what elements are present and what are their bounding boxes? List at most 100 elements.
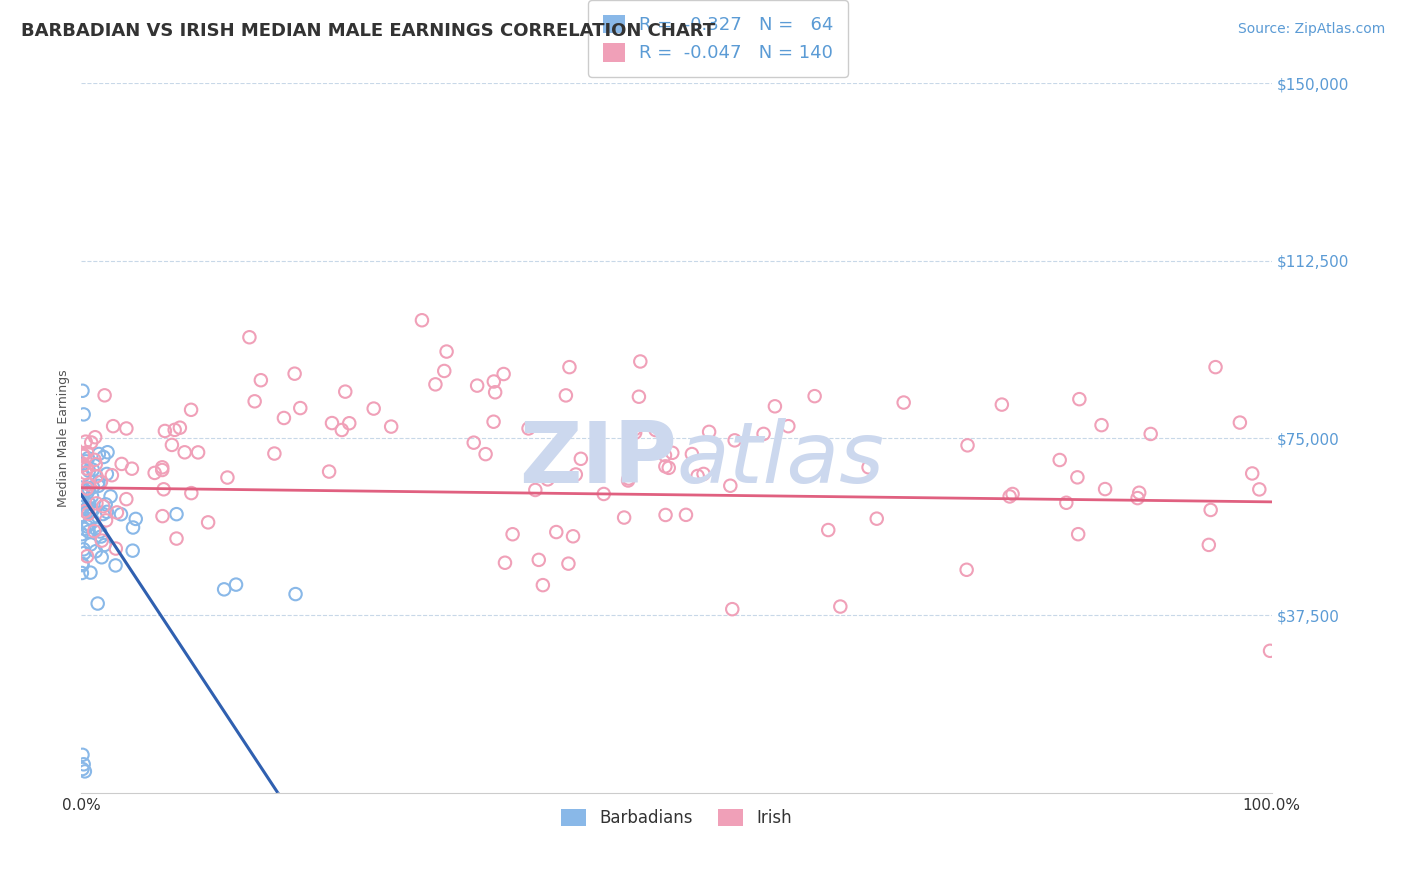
Point: [82, 480, 104, 494]
Point: [166, 532, 188, 546]
Point: [492, 367, 515, 381]
Text: atlas: atlas: [676, 417, 884, 500]
Point: [284, 367, 307, 381]
Point: [180, 486, 202, 500]
Point: [290, 401, 312, 415]
Point: [76, 461, 98, 475]
Point: [90, 533, 112, 548]
Point: [72, 447, 94, 461]
Point: [1066, 470, 1088, 484]
Point: [562, 529, 585, 543]
Point: [77, 524, 100, 539]
Point: [115, 492, 138, 507]
Point: [380, 419, 402, 434]
Point: [1094, 482, 1116, 496]
Point: [318, 465, 340, 479]
Point: [101, 419, 124, 434]
Point: [991, 398, 1014, 412]
Point: [72, 762, 94, 776]
Point: [187, 445, 209, 459]
Point: [1241, 467, 1264, 481]
Point: [84, 544, 107, 558]
Point: [86, 496, 108, 510]
Point: [72, 384, 94, 398]
Point: [87, 479, 110, 493]
Point: [531, 578, 554, 592]
Point: [330, 423, 353, 437]
Point: [866, 511, 889, 525]
Point: [1199, 503, 1222, 517]
Point: [718, 479, 741, 493]
Point: [524, 483, 547, 497]
Point: [75, 483, 97, 498]
Point: [617, 471, 640, 485]
Text: ZIP: ZIP: [519, 417, 676, 500]
Point: [80, 504, 103, 518]
Point: [77, 477, 100, 491]
Point: [675, 508, 697, 522]
Point: [527, 553, 550, 567]
Point: [273, 411, 295, 425]
Point: [80, 489, 103, 503]
Point: [94, 513, 117, 527]
Point: [166, 507, 188, 521]
Point: [76, 486, 98, 500]
Point: [84, 457, 107, 471]
Point: [94, 497, 117, 511]
Point: [72, 500, 94, 514]
Point: [93, 450, 115, 464]
Point: [84, 430, 107, 444]
Point: [502, 527, 524, 541]
Point: [557, 557, 579, 571]
Point: [173, 445, 195, 459]
Point: [212, 582, 235, 597]
Point: [91, 500, 114, 514]
Point: [180, 402, 202, 417]
Point: [75, 466, 97, 480]
Point: [72, 449, 94, 463]
Point: [1229, 416, 1251, 430]
Point: [482, 415, 505, 429]
Point: [87, 447, 110, 461]
Point: [474, 447, 496, 461]
Point: [494, 556, 516, 570]
Point: [1090, 418, 1112, 433]
Point: [87, 475, 110, 490]
Point: [143, 466, 166, 480]
Text: BARBADIAN VS IRISH MEDIAN MALE EARNINGS CORRELATION CHART: BARBADIAN VS IRISH MEDIAN MALE EARNINGS …: [21, 22, 716, 40]
Point: [546, 524, 568, 539]
Point: [101, 468, 124, 483]
Point: [465, 378, 488, 392]
Point: [80, 512, 103, 526]
Point: [724, 434, 747, 448]
Point: [96, 505, 118, 519]
Point: [411, 313, 433, 327]
Point: [72, 458, 94, 473]
Point: [76, 519, 98, 533]
Point: [592, 487, 614, 501]
Point: [1258, 644, 1281, 658]
Point: [73, 522, 96, 536]
Point: [627, 390, 650, 404]
Point: [250, 373, 273, 387]
Point: [73, 546, 96, 560]
Point: [893, 395, 915, 409]
Point: [1054, 496, 1077, 510]
Point: [82, 463, 104, 477]
Point: [1198, 538, 1220, 552]
Point: [104, 541, 127, 556]
Point: [482, 375, 505, 389]
Point: [91, 507, 114, 521]
Point: [681, 447, 703, 461]
Point: [77, 517, 100, 532]
Point: [803, 389, 825, 403]
Point: [72, 488, 94, 502]
Point: [537, 472, 560, 486]
Point: [238, 330, 260, 344]
Point: [654, 459, 676, 474]
Point: [70, 566, 93, 580]
Point: [752, 426, 775, 441]
Point: [84, 521, 107, 535]
Point: [436, 344, 458, 359]
Point: [75, 504, 97, 518]
